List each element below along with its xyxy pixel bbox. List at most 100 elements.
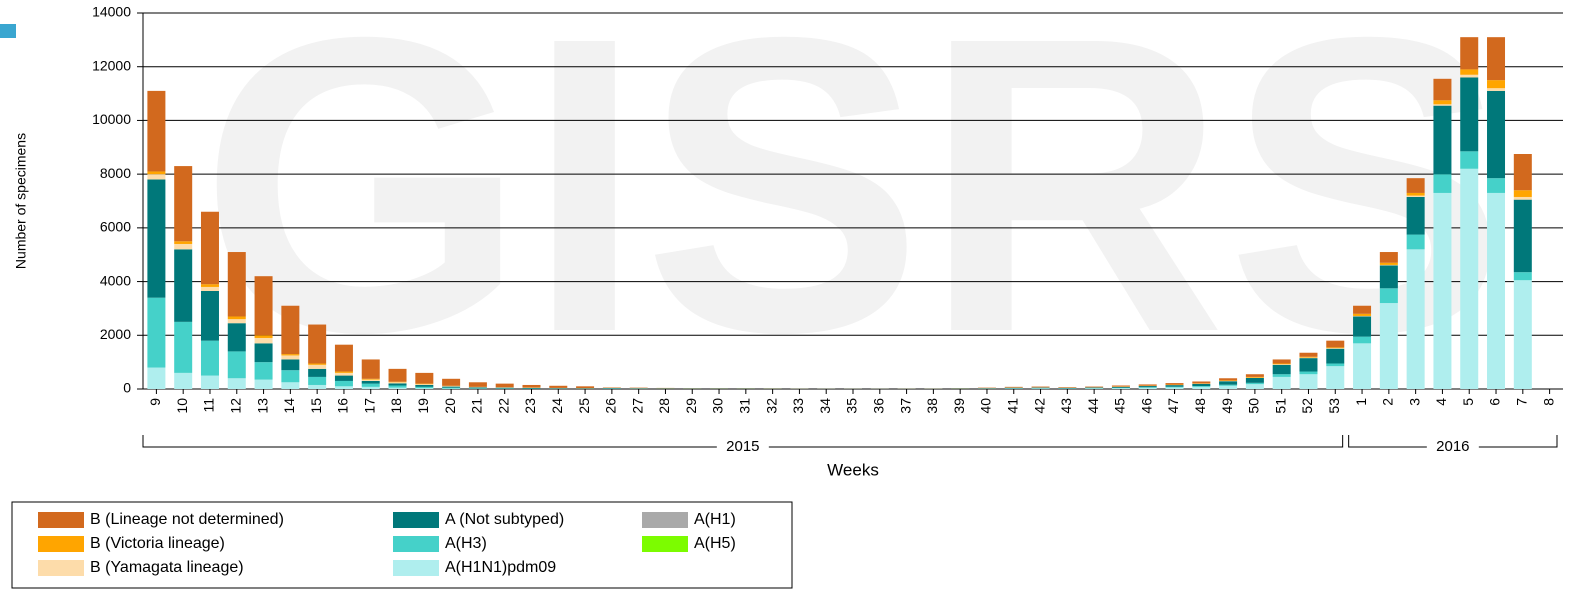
bar-segment <box>1379 303 1398 389</box>
bar-segment <box>468 388 487 389</box>
bar-segment <box>1487 80 1506 89</box>
bar-segment <box>1165 387 1184 389</box>
bar-segment <box>388 382 407 384</box>
y-tick-label: 0 <box>123 380 131 396</box>
bar-segment <box>308 368 327 377</box>
x-tick-label: 13 <box>254 398 270 414</box>
bar-segment <box>1245 377 1264 383</box>
bar-segment <box>1299 374 1318 389</box>
x-tick-label: 49 <box>1219 398 1235 414</box>
x-tick-label: 51 <box>1272 398 1288 414</box>
x-tick-label: 19 <box>415 398 431 414</box>
bar-segment <box>174 166 193 242</box>
legend-box <box>11 501 793 589</box>
bar-segment <box>1111 385 1130 387</box>
bar-segment <box>281 355 300 360</box>
bar-segment <box>281 354 300 356</box>
legend-swatch <box>38 536 84 552</box>
bar-segment <box>1460 168 1479 389</box>
bar-segment <box>308 364 327 369</box>
x-tick-label: 43 <box>1058 398 1074 414</box>
bar-segment <box>1487 37 1506 81</box>
bar-segment <box>1272 374 1291 377</box>
bar-segment <box>522 384 541 388</box>
bar-segment <box>442 378 461 386</box>
bar-segment <box>1513 199 1532 273</box>
legend-swatch <box>393 512 439 528</box>
bar-segment <box>549 385 568 388</box>
bar-segment <box>388 383 407 386</box>
corner-icon <box>0 24 16 38</box>
bar-segment <box>415 386 434 389</box>
bar-segment <box>1353 343 1372 389</box>
bar-segment <box>334 375 353 381</box>
bar-segment <box>147 179 166 298</box>
bar-segment <box>227 252 246 317</box>
bar-segment <box>1138 387 1157 389</box>
x-tick-label: 47 <box>1165 398 1181 414</box>
bar-segment <box>1487 88 1506 91</box>
bar-segment <box>442 386 461 388</box>
bar-segment <box>1513 190 1532 197</box>
bar-segment <box>308 384 327 389</box>
x-tick-label: 40 <box>978 398 994 414</box>
bar-segment <box>1299 371 1318 375</box>
bar-segment <box>281 359 300 371</box>
bar-segment <box>147 90 166 172</box>
bar-segment <box>1272 364 1291 375</box>
group-label: 2015 <box>726 438 759 455</box>
x-tick-label: 46 <box>1138 398 1154 414</box>
bar-segment <box>1272 359 1291 364</box>
bar-segment <box>1192 386 1211 387</box>
bar-segment <box>1085 388 1104 389</box>
bar-segment <box>1487 90 1506 179</box>
bar-segment <box>174 372 193 389</box>
x-tick-label: 2 <box>1380 398 1396 406</box>
bar-segment <box>308 363 327 365</box>
legend-label: A(H1) <box>694 511 736 528</box>
bar-segment <box>1326 347 1345 349</box>
bar-segment <box>1219 378 1238 381</box>
x-tick-label: 6 <box>1487 398 1503 406</box>
bar-segment <box>1272 364 1291 365</box>
x-tick-label: 24 <box>549 398 565 414</box>
group-bracket <box>1348 435 1558 448</box>
bar-segment <box>1085 387 1104 389</box>
bar-segment <box>361 386 380 389</box>
bar-segment <box>308 324 327 364</box>
bar-segment <box>1058 387 1077 388</box>
bar-segment <box>468 387 487 389</box>
legend-label: A(H5) <box>694 535 736 552</box>
y-tick-label: 6000 <box>100 219 131 235</box>
x-tick-label: 37 <box>897 398 913 414</box>
bar-segment <box>1433 78 1452 101</box>
x-tick-label: 28 <box>656 398 672 414</box>
x-tick-label: 30 <box>710 398 726 414</box>
x-tick-label: 36 <box>870 398 886 414</box>
legend-swatch <box>38 512 84 528</box>
bar-segment <box>227 378 246 389</box>
bar-segment <box>1513 280 1532 389</box>
bar-segment <box>1219 384 1238 386</box>
x-tick-label: 20 <box>442 398 458 414</box>
bar-segment <box>1245 376 1264 378</box>
group-label: 2016 <box>1436 438 1469 455</box>
bar-segment <box>1165 385 1184 387</box>
bar-segment <box>1326 366 1345 389</box>
bar-segment <box>442 386 461 387</box>
bar-segment <box>1004 386 1023 388</box>
legend-swatch <box>642 512 688 528</box>
bar-segment <box>227 351 246 379</box>
bar-segment <box>1460 151 1479 169</box>
bar-segment <box>361 359 380 379</box>
bar-segment <box>1004 387 1023 389</box>
bar-segment <box>334 380 353 387</box>
bar-segment <box>1353 316 1372 337</box>
bar-segment <box>1406 178 1425 193</box>
x-tick-label: 33 <box>790 398 806 414</box>
bar-segment <box>200 286 219 291</box>
bar-segment <box>361 380 380 384</box>
y-tick-label: 4000 <box>100 272 131 288</box>
x-tick-label: 31 <box>737 398 753 414</box>
